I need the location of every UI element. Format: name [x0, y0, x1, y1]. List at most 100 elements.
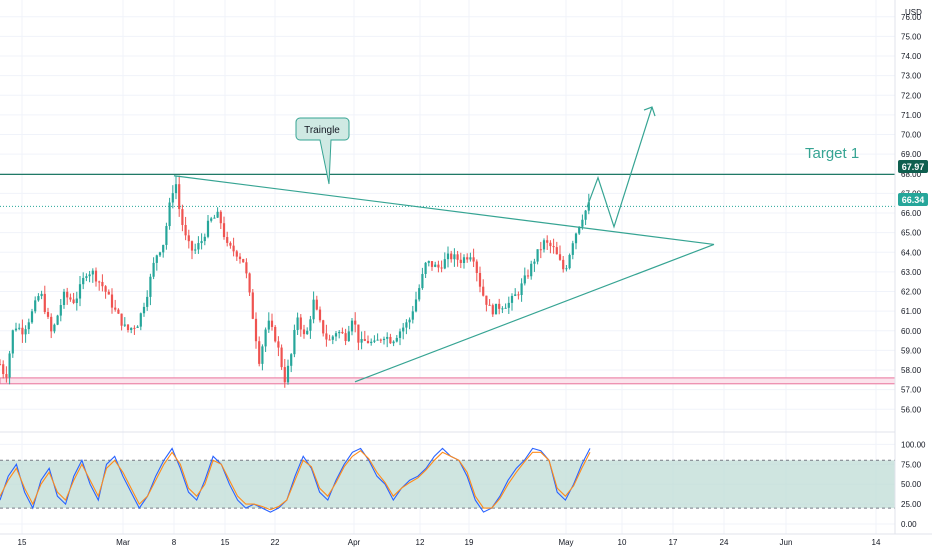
triangle-lower-line [354, 243, 715, 383]
candle-body [315, 299, 318, 310]
stoch-band [0, 460, 895, 509]
price-tick-label: 63.00 [901, 268, 922, 277]
candle-body [69, 297, 72, 300]
candle-body [517, 294, 520, 296]
price-tick-label: 72.00 [901, 91, 922, 100]
candle-body [510, 295, 514, 303]
candle-body [290, 354, 293, 366]
price-ticks: 56.00 57.00 58.00 59.00 60.00 61.00 62.00 63.00… [901, 13, 922, 415]
candle-body [405, 322, 408, 328]
candle-body [133, 327, 136, 329]
price-tick-label: 61.00 [901, 307, 922, 316]
candle-body [296, 317, 299, 330]
candle-body [98, 281, 101, 283]
price-tick-label: 76.00 [901, 13, 922, 22]
price-tick-label: 71.00 [901, 111, 922, 120]
stoch-tick-label: 50.00 [901, 480, 922, 489]
candle-body [443, 259, 446, 269]
price-tick-label: 69.00 [901, 150, 922, 159]
candle-body [242, 259, 245, 263]
time-label: 22 [271, 538, 280, 547]
candle-body [46, 311, 50, 317]
price-axis[interactable]: USD 56.00 57.00 58.00 59.00 60.00 61.00 62.00 6… [894, 0, 928, 534]
candle-body [261, 346, 264, 364]
candle-body [555, 247, 558, 255]
candle-body [0, 364, 2, 366]
candle-body [491, 305, 494, 315]
candle-body [158, 252, 162, 256]
time-label: 12 [416, 538, 425, 547]
time-label: 10 [618, 538, 627, 547]
candle-body [50, 316, 53, 332]
candle-body [299, 317, 302, 330]
candle-body [530, 263, 533, 277]
stoch-tick-label: 0.00 [901, 520, 917, 529]
candle-body [24, 329, 27, 335]
candle-body [274, 326, 277, 342]
candle-body [578, 226, 581, 234]
candle-body [539, 249, 542, 251]
target-price-value: 67.97 [902, 162, 925, 172]
candle-body [376, 339, 379, 341]
candle-body [552, 246, 555, 248]
candle-body [254, 318, 258, 342]
candle-body [462, 257, 466, 264]
candle-body [402, 327, 405, 332]
candle-body [78, 284, 82, 299]
stoch-d-line [0, 449, 591, 511]
candle-body [174, 184, 178, 194]
time-labels: 15 Mar 8 15 22 Apr 12 19 May 10 17 24 Jun 14 [18, 538, 881, 547]
target-price-bg [898, 160, 928, 173]
candle-body [270, 320, 274, 327]
time-label: 17 [669, 538, 678, 547]
candle-body [43, 293, 46, 312]
candle-body [75, 298, 78, 304]
currency-label: USD [905, 8, 922, 17]
candle-body [187, 235, 190, 242]
candle-body [549, 242, 552, 247]
candle-body [354, 320, 357, 325]
candle-body [277, 341, 280, 348]
candle-body [21, 327, 24, 335]
candle-body [2, 364, 5, 375]
candle-body [514, 294, 517, 296]
candle-body [190, 241, 194, 251]
candle-body [238, 256, 242, 260]
time-label: 14 [872, 538, 881, 547]
candle-body [194, 249, 197, 251]
candle-body [363, 338, 366, 341]
candle-body [430, 261, 434, 267]
candle-body [398, 331, 402, 338]
candle-body [162, 244, 165, 253]
pattern-label-callout[interactable]: Traingle [295, 117, 350, 185]
candle-body [318, 309, 322, 321]
candle-body [347, 331, 350, 342]
candle-body [219, 211, 222, 224]
candle-body [94, 270, 98, 282]
support-zone [0, 377, 896, 385]
candle-body [373, 340, 376, 342]
time-label: May [558, 538, 573, 547]
candle-body [360, 338, 363, 343]
candle-body [251, 292, 254, 319]
price-tick-label: 64.00 [901, 248, 922, 257]
candle-body [206, 220, 210, 237]
stoch-tick-label: 75.00 [901, 460, 922, 469]
candle-body [571, 243, 574, 255]
price-tick-label: 66.00 [901, 209, 922, 218]
drawing-overlays[interactable] [0, 106, 895, 383]
time-axis[interactable]: 15 Mar 8 15 22 Apr 12 19 May 10 17 24 Jun 14 [0, 533, 932, 547]
candle-body [5, 374, 8, 378]
candle-body [418, 288, 421, 300]
time-label: 15 [221, 538, 230, 547]
candle-body [456, 254, 459, 260]
candle-body [104, 286, 107, 292]
candle-body [216, 211, 219, 218]
price-tick-label: 57.00 [901, 386, 922, 395]
candle-body [280, 347, 283, 368]
candle-body [56, 315, 59, 325]
candle-body [494, 303, 498, 315]
pattern-label: Traingle [304, 125, 340, 136]
